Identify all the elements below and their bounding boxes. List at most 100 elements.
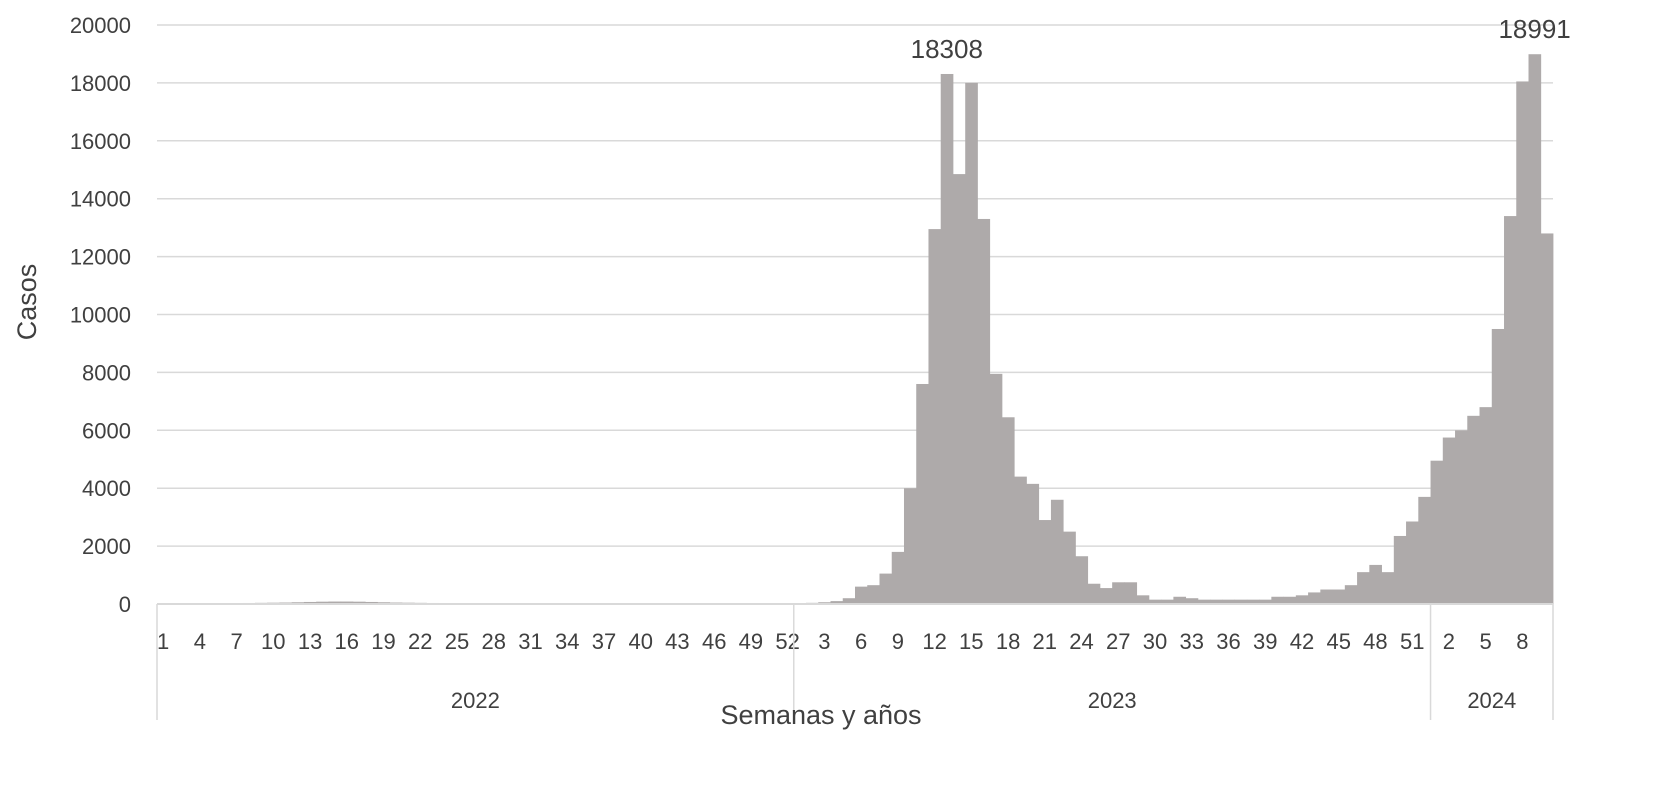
- x-tick-label: 21: [1033, 629, 1057, 654]
- bar: [1357, 572, 1370, 604]
- x-tick-label: 42: [1290, 629, 1314, 654]
- x-tick-label: 16: [335, 629, 359, 654]
- bar: [1088, 584, 1101, 604]
- x-tick-label: 34: [555, 629, 579, 654]
- x-tick-label: 31: [518, 629, 542, 654]
- bar: [1039, 520, 1052, 604]
- bar: [879, 574, 892, 604]
- data-label: 18308: [911, 34, 983, 64]
- y-axis-ticks: 0 2000 4000 6000 8000 10000 12000 14000 16000 180…: [70, 13, 131, 617]
- bar: [941, 74, 954, 604]
- bar: [1369, 565, 1382, 604]
- x-tick-label: 39: [1253, 629, 1277, 654]
- y-tick-label: 8000: [82, 360, 131, 385]
- x-tick-label: 22: [408, 629, 432, 654]
- x-tick-label: 15: [959, 629, 983, 654]
- bar: [1431, 461, 1444, 604]
- bar: [1014, 477, 1027, 604]
- x-tick-label: 7: [230, 629, 242, 654]
- bar: [1467, 416, 1480, 604]
- bar: [867, 585, 880, 604]
- y-tick-label: 12000: [70, 245, 131, 270]
- x-tick-label: 3: [818, 629, 830, 654]
- y-tick-label: 14000: [70, 187, 131, 212]
- bar: [1541, 233, 1554, 604]
- x-tick-label: 30: [1143, 629, 1167, 654]
- bar: [1308, 592, 1321, 604]
- x-tick-label: 46: [702, 629, 726, 654]
- year-label: 2024: [1467, 688, 1516, 713]
- bar: [1002, 417, 1015, 604]
- bar: [855, 587, 868, 604]
- bar: [1394, 536, 1407, 604]
- x-tick-label: 8: [1516, 629, 1528, 654]
- x-tick-label: 9: [892, 629, 904, 654]
- bar: [1406, 521, 1419, 604]
- bar: [1100, 588, 1113, 604]
- x-tick-label: 6: [855, 629, 867, 654]
- y-tick-label: 0: [119, 592, 131, 617]
- x-tick-label: 10: [261, 629, 285, 654]
- x-tick-label: 51: [1400, 629, 1424, 654]
- bar: [1271, 597, 1284, 604]
- x-tick-label: 52: [775, 629, 799, 654]
- data-label: 18991: [1498, 14, 1570, 44]
- bar: [1382, 572, 1395, 604]
- x-tick-label: 25: [445, 629, 469, 654]
- year-label: 2022: [451, 688, 500, 713]
- y-tick-label: 20000: [70, 13, 131, 38]
- bar: [990, 374, 1003, 604]
- bar: [1026, 484, 1039, 604]
- y-axis-title: Casos: [12, 264, 42, 341]
- x-tick-label: 33: [1180, 629, 1204, 654]
- bar: [916, 384, 929, 604]
- x-tick-label: 24: [1069, 629, 1093, 654]
- y-tick-label: 18000: [70, 71, 131, 96]
- bar: [1529, 54, 1542, 604]
- bar: [1173, 597, 1186, 604]
- y-tick-label: 6000: [82, 418, 131, 443]
- x-tick-label: 18: [996, 629, 1020, 654]
- x-axis-title: Semanas y años: [720, 700, 921, 730]
- bar: [1063, 532, 1076, 604]
- x-tick-label: 45: [1326, 629, 1350, 654]
- x-tick-label: 4: [194, 629, 206, 654]
- y-tick-label: 10000: [70, 303, 131, 328]
- bar: [1112, 582, 1125, 604]
- x-tick-label: 13: [298, 629, 322, 654]
- x-tick-label: 37: [592, 629, 616, 654]
- bar: [1480, 407, 1493, 604]
- y-tick-label: 2000: [82, 534, 131, 559]
- bar: [1137, 595, 1150, 604]
- bar: [1345, 585, 1358, 604]
- data-labels: 18308 18991: [911, 14, 1571, 64]
- y-tick-label: 4000: [82, 476, 131, 501]
- x-tick-label: 28: [482, 629, 506, 654]
- x-tick-label: 5: [1479, 629, 1491, 654]
- bar: [1516, 81, 1529, 604]
- x-tick-label: 2: [1443, 629, 1455, 654]
- bar: [1455, 430, 1468, 604]
- year-label: 2023: [1088, 688, 1137, 713]
- bar: [892, 552, 905, 604]
- bar: [1504, 216, 1517, 604]
- bar: [977, 219, 990, 604]
- bar: [1075, 556, 1088, 604]
- bar: [1296, 595, 1309, 604]
- bar: [1320, 590, 1333, 604]
- gridlines: [157, 25, 1553, 546]
- y-tick-label: 16000: [70, 129, 131, 154]
- bar: [1443, 438, 1456, 604]
- x-tick-label: 27: [1106, 629, 1130, 654]
- bar: [953, 174, 966, 604]
- x-tick-label: 49: [739, 629, 763, 654]
- x-tick-label: 40: [628, 629, 652, 654]
- bar: [928, 229, 941, 604]
- x-tick-label: 1: [157, 629, 169, 654]
- x-tick-label: 19: [371, 629, 395, 654]
- bar: [1284, 597, 1297, 604]
- bar: [1333, 590, 1346, 604]
